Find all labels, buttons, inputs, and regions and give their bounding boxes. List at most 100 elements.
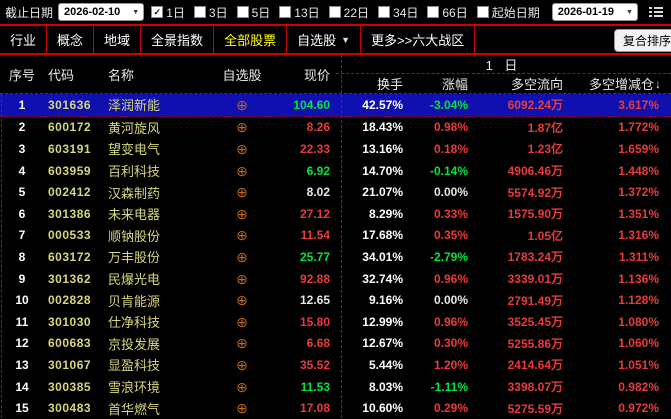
end-date-label: 截止日期 bbox=[5, 5, 54, 20]
list-icon[interactable] bbox=[648, 6, 663, 18]
add-watchlist-icon[interactable]: ⊕ bbox=[236, 119, 248, 136]
change-value: -2.79% bbox=[429, 249, 468, 264]
table-row[interactable]: 2 600172 黄河旋风 ⊕ 8.26 18.43% 0.98% 1.87亿 … bbox=[0, 117, 671, 139]
col-header-name[interactable]: 名称 bbox=[108, 67, 135, 83]
add-watchlist-icon[interactable]: ⊕ bbox=[236, 400, 248, 417]
checkbox-checked-icon[interactable]: ✓ bbox=[151, 6, 164, 18]
table-row[interactable]: 7 000533 顺钠股份 ⊕ 11.54 17.68% 0.35% 1.05亿… bbox=[0, 225, 671, 247]
tab-地域[interactable]: 地域 bbox=[94, 26, 142, 53]
add-watchlist-icon[interactable]: ⊕ bbox=[236, 140, 248, 157]
add-watchlist-icon[interactable]: ⊕ bbox=[236, 270, 248, 287]
stock-name: 贝肯能源 bbox=[108, 293, 161, 309]
price-value: 92.88 bbox=[299, 271, 330, 286]
period-checkbox-3日[interactable]: 3日 bbox=[193, 4, 228, 21]
add-watchlist-icon[interactable]: ⊕ bbox=[236, 227, 248, 244]
period-checkbox-66日[interactable]: 66日 bbox=[427, 4, 468, 21]
col-header-code[interactable]: 代码 bbox=[48, 67, 75, 83]
table-row[interactable]: 13 301067 显盈科技 ⊕ 35.52 5.44% 1.20% 2414.… bbox=[0, 354, 671, 376]
add-watchlist-icon[interactable]: ⊕ bbox=[236, 96, 248, 113]
turnover-value: 9.16% bbox=[368, 293, 403, 308]
table-row[interactable]: 6 301386 未来电器 ⊕ 27.12 8.29% 0.33% 1575.9… bbox=[0, 203, 671, 225]
table-row[interactable]: 11 301030 仕净科技 ⊕ 15.80 12.99% 0.96% 3525… bbox=[0, 311, 671, 333]
start-date-select[interactable]: 2026-01-19 ▼ bbox=[551, 3, 638, 21]
price-value: 22.33 bbox=[299, 141, 330, 156]
period-checkbox-22日[interactable]: 22日 bbox=[328, 4, 369, 21]
row-seq: 12 bbox=[15, 336, 29, 351]
tab-更多>>六大战区[interactable]: 更多>>六大战区 bbox=[361, 26, 476, 53]
period-checkbox-5日[interactable]: 5日 bbox=[236, 4, 270, 21]
flow-value: 4906.46万 bbox=[507, 164, 563, 179]
table-row[interactable]: 4 603959 百利科技 ⊕ 6.92 14.70% -0.14% 4906.… bbox=[0, 160, 671, 182]
start-date-checkbox[interactable]: 起始日期 bbox=[476, 4, 540, 21]
tab-label: 全部股票 bbox=[224, 33, 277, 48]
add-watchlist-icon[interactable]: ⊕ bbox=[236, 162, 248, 179]
change-value: -0.14% bbox=[429, 163, 468, 178]
add-watchlist-icon[interactable]: ⊕ bbox=[236, 378, 248, 395]
composite-sort-button[interactable]: 复合排序 bbox=[613, 29, 671, 52]
chevron-down-icon: ▼ bbox=[132, 8, 140, 16]
col-header-seq[interactable]: 序号 bbox=[8, 67, 35, 83]
change-value: 0.00% bbox=[433, 293, 468, 308]
period-label: 66日 bbox=[442, 5, 468, 20]
price-value: 6.68 bbox=[306, 336, 330, 351]
table-row[interactable]: 10 002828 贝肯能源 ⊕ 12.65 9.16% 0.00% 2791.… bbox=[0, 289, 671, 311]
checkbox-icon[interactable] bbox=[236, 6, 249, 18]
stock-name: 望变电气 bbox=[108, 142, 161, 158]
checkbox-icon[interactable] bbox=[427, 6, 440, 18]
tab-自选股[interactable]: 自选股 ▼ bbox=[287, 26, 362, 53]
add-watchlist-icon[interactable]: ⊕ bbox=[236, 356, 248, 373]
table-row[interactable]: 15 300483 首华燃气 ⊕ 17.08 10.60% 0.29% 5275… bbox=[0, 397, 671, 419]
change-value: 1.20% bbox=[433, 357, 468, 372]
stock-name: 显盈科技 bbox=[108, 358, 161, 374]
checkbox-icon[interactable] bbox=[476, 6, 489, 18]
table-row[interactable]: 1 301636 泽润新能 ⊕ 104.60 42.57% -3.04% 609… bbox=[0, 94, 671, 117]
table-row[interactable]: 12 600683 京投发展 ⊕ 6.68 12.67% 0.30% 5255.… bbox=[0, 333, 671, 355]
stock-code: 603191 bbox=[48, 141, 92, 156]
col-header-delta[interactable]: 多空增减仓 ↓ bbox=[567, 74, 671, 93]
col-header-turnover[interactable]: 换手 bbox=[376, 77, 403, 92]
price-value: 27.12 bbox=[299, 206, 330, 221]
add-watchlist-icon[interactable]: ⊕ bbox=[236, 313, 248, 330]
flow-value: 5255.86万 bbox=[507, 336, 563, 351]
table-row[interactable]: 14 300385 雪浪环境 ⊕ 11.53 8.03% -1.11% 3398… bbox=[0, 376, 671, 398]
tab-全景指数[interactable]: 全景指数 bbox=[141, 26, 215, 53]
add-watchlist-icon[interactable]: ⊕ bbox=[236, 292, 248, 309]
table-row[interactable]: 5 002412 汉森制药 ⊕ 8.02 21.07% 0.00% 5574.9… bbox=[0, 181, 671, 203]
table-row[interactable]: 3 603191 望变电气 ⊕ 22.33 13.16% 0.18% 1.23亿… bbox=[0, 138, 671, 160]
delta-value: 0.972% bbox=[618, 401, 659, 416]
add-watchlist-icon[interactable]: ⊕ bbox=[236, 248, 248, 265]
row-seq: 4 bbox=[18, 163, 26, 178]
stock-code: 300385 bbox=[48, 379, 92, 394]
tab-bar: 行业 概念 地域 全景指数 全部股票 自选股 ▼ 更多>>六大战区 复合排序 bbox=[0, 26, 671, 55]
checkbox-icon[interactable] bbox=[378, 6, 391, 18]
tab-概念[interactable]: 概念 bbox=[47, 26, 95, 53]
stock-name: 汉森制药 bbox=[108, 185, 161, 201]
stock-code: 301067 bbox=[48, 357, 92, 372]
period-checkboxes: ✓ 1日 3日 5日 13日 22日 34日 66日 bbox=[151, 4, 477, 21]
table-row[interactable]: 9 301362 民爆光电 ⊕ 92.88 32.74% 0.96% 3339.… bbox=[0, 268, 671, 290]
col-header-price[interactable]: 现价 bbox=[303, 67, 330, 83]
col-header-change[interactable]: 涨幅 bbox=[441, 77, 468, 92]
turnover-value: 8.29% bbox=[368, 206, 403, 221]
add-watchlist-icon[interactable]: ⊕ bbox=[236, 335, 248, 352]
col-header-watchlist[interactable]: 自选股 bbox=[222, 67, 262, 83]
checkbox-icon[interactable] bbox=[193, 6, 206, 18]
change-value: -3.04% bbox=[429, 97, 468, 112]
checkbox-icon[interactable] bbox=[328, 6, 341, 18]
add-watchlist-icon[interactable]: ⊕ bbox=[236, 184, 248, 201]
period-checkbox-34日[interactable]: 34日 bbox=[378, 4, 418, 21]
table-row[interactable]: 8 603172 万丰股份 ⊕ 25.77 34.01% -2.79% 1783… bbox=[0, 246, 671, 268]
period-checkbox-13日[interactable]: 13日 bbox=[279, 4, 320, 21]
table-header: 序号 代码 名称 自选股 现价 1 日 换手 涨幅 多空流向 多空增减仓 ↓ bbox=[0, 55, 671, 94]
period-checkbox-1日[interactable]: ✓ 1日 bbox=[151, 4, 185, 21]
checkbox-icon[interactable] bbox=[279, 6, 292, 18]
stock-name: 雪浪环境 bbox=[108, 380, 161, 396]
tab-label: 更多>>六大战区 bbox=[371, 33, 465, 48]
tab-全部股票[interactable]: 全部股票 bbox=[214, 26, 288, 53]
flow-value: 1783.24万 bbox=[507, 250, 563, 265]
col-header-flow[interactable]: 多空流向 bbox=[510, 77, 563, 92]
end-date-select[interactable]: 2026-02-10 ▼ bbox=[58, 3, 145, 21]
tab-行业[interactable]: 行业 bbox=[0, 26, 48, 53]
row-seq: 11 bbox=[15, 314, 29, 329]
add-watchlist-icon[interactable]: ⊕ bbox=[236, 205, 248, 222]
